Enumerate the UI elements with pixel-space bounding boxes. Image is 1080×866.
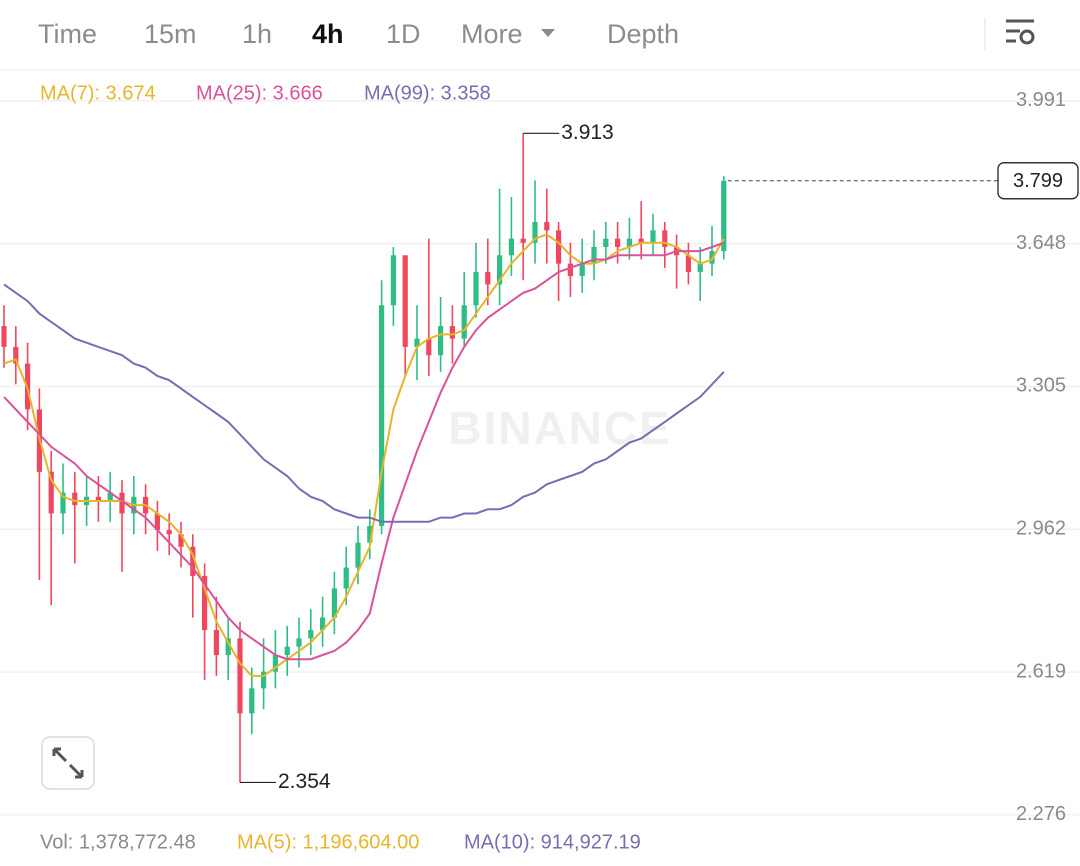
y-tick-label: 2.276 — [1016, 803, 1066, 825]
candle-body — [249, 688, 255, 714]
y-tick-label: 3.648 — [1016, 232, 1066, 254]
y-tick-label: 2.619 — [1016, 660, 1066, 682]
candle-body — [331, 588, 337, 618]
candle-body — [591, 246, 597, 264]
candle-body — [379, 305, 385, 526]
candle-body — [343, 567, 349, 589]
legend-entry: MA(7): 3.674 — [40, 82, 156, 104]
candle-body — [508, 238, 514, 256]
candle-body — [237, 638, 243, 714]
candle-body — [272, 655, 278, 672]
candle-body — [1, 326, 7, 347]
candle-body — [461, 305, 467, 339]
candle-body — [449, 326, 455, 339]
y-tick-label: 3.305 — [1016, 375, 1066, 397]
candle-body — [402, 255, 408, 347]
candle-body — [107, 492, 113, 501]
candle-body — [225, 638, 231, 656]
candle-body — [603, 238, 609, 247]
watermark: BINANCE — [448, 402, 672, 454]
candle-body — [497, 255, 503, 285]
button-frame — [41, 736, 95, 790]
toolbar-tab[interactable]: 4h — [312, 19, 344, 49]
candle-body — [615, 238, 621, 247]
ma-line — [3, 283, 725, 523]
candle-body — [72, 492, 78, 506]
toolbar-tab[interactable]: 15m — [144, 19, 197, 49]
dropdown-caret — [541, 29, 555, 37]
candle-body — [119, 492, 125, 514]
icon-gear — [1019, 29, 1035, 45]
candle-body — [190, 546, 196, 576]
candle-body — [202, 575, 208, 631]
volume-label: MA(5): 1,196,604.00 — [237, 831, 419, 853]
candle-body — [367, 525, 373, 543]
candle-body — [308, 630, 314, 639]
candle-body — [414, 338, 420, 347]
candle-body — [261, 671, 267, 689]
low-label: 2.354 — [278, 770, 331, 793]
candle-body — [662, 230, 668, 247]
high-label: 3.913 — [561, 121, 614, 144]
candle-body — [213, 630, 219, 656]
candle-body — [650, 230, 656, 243]
candle-body — [579, 263, 585, 277]
toolbar-tab[interactable]: Depth — [607, 19, 679, 49]
toolbar-tab[interactable]: More — [461, 19, 523, 49]
candle-body — [60, 492, 66, 514]
candle-body — [154, 513, 160, 531]
toolbar-tab[interactable]: 1D — [386, 19, 421, 49]
candle-body — [390, 255, 396, 306]
candle-body — [685, 255, 691, 272]
candle-body — [721, 180, 727, 252]
settings-icon[interactable] — [1006, 19, 1035, 45]
candle-body — [48, 471, 54, 514]
candle-body — [520, 238, 526, 243]
ma-line — [3, 241, 725, 661]
candle-body — [95, 496, 101, 501]
candle-body — [638, 238, 644, 243]
candle-body — [532, 221, 538, 243]
volume-label: Vol: 1,378,772.48 — [40, 831, 196, 853]
candle-body — [485, 271, 491, 285]
y-tick-label: 3.991 — [1016, 89, 1066, 111]
last-price-box — [997, 162, 1079, 200]
candle-body — [567, 263, 573, 277]
candle-body — [438, 326, 444, 356]
volume-label: MA(10): 914,927.19 — [464, 831, 641, 853]
candle-body — [544, 221, 550, 231]
candle-body — [556, 230, 562, 264]
candle-body — [626, 238, 632, 247]
expand-glyph — [52, 747, 84, 779]
candle-body — [697, 263, 703, 272]
candle-body — [166, 530, 172, 535]
candle-body — [296, 638, 302, 647]
candle-body — [284, 646, 290, 656]
candle-body — [178, 534, 184, 547]
toolbar-tab[interactable]: 1h — [242, 19, 272, 49]
expand-button[interactable] — [41, 736, 95, 790]
candle-body — [709, 251, 715, 264]
legend-entry: MA(25): 3.666 — [196, 82, 323, 104]
candle-body — [13, 346, 19, 364]
candle-body — [355, 542, 361, 568]
candle-body — [320, 617, 326, 631]
candle-body — [473, 271, 479, 306]
last-price-label: 3.799 — [1013, 170, 1063, 192]
toolbar-tab[interactable]: Time — [38, 19, 97, 49]
legend-entry: MA(99): 3.358 — [364, 82, 491, 104]
candle-body — [426, 338, 432, 356]
y-tick-label: 2.962 — [1016, 518, 1066, 540]
